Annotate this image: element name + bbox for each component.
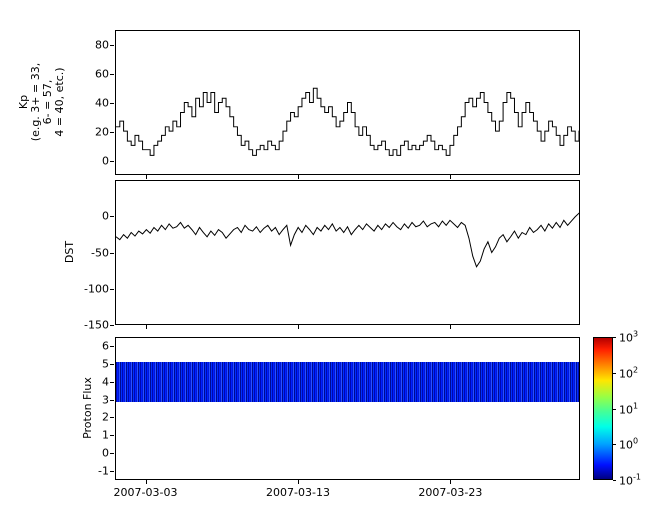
kp-y-tick-label: 80 [95, 38, 109, 51]
kp-y-tick-label: 0 [102, 154, 109, 167]
kp-axis-label-line: 4 = 40, etc.) [53, 67, 66, 137]
proton-flux-y-tick-label: 3 [102, 393, 109, 407]
kp-axis-label: Kp (e.g. 3+ = 33, 6- = 57, 4 = 40, etc.) [17, 63, 66, 141]
dst-y-tick-label: -150 [84, 318, 109, 332]
proton-flux-y-tick-mark [110, 399, 114, 401]
proton-flux-y-tick-label: 5 [102, 357, 109, 371]
colorbar-tick-label: 101 [619, 401, 639, 416]
kp-y-tick-label: 40 [95, 96, 109, 109]
kp-panel [115, 30, 580, 175]
proton-flux-y-tick-mark [110, 453, 114, 455]
proton-flux-y-tick-mark [110, 381, 114, 383]
kp-y-tick-mark [110, 160, 114, 162]
proton-flux-y-tick-label: 0 [102, 446, 109, 460]
colorbar-tick-mark [613, 408, 616, 410]
kp-y-tick-label: 20 [95, 125, 109, 138]
flux-x-tick-mark [145, 480, 147, 484]
proton-flux-y-tick-mark [110, 471, 114, 473]
kp-y-tick-label: 60 [95, 67, 109, 80]
proton-flux-y-tick-label: 2 [102, 410, 109, 424]
proton-flux-y-tick-mark [110, 363, 114, 365]
dst-y-tick-mark [110, 325, 114, 326]
proton-flux-y-tick-label: -1 [98, 464, 109, 478]
colorbar-tick-mark [613, 372, 616, 374]
dst-y-tick-mark [110, 216, 114, 218]
proton-flux-y-tick-label: 6 [102, 339, 109, 353]
dst-line-plot [116, 212, 579, 268]
proton-flux-y-tick-mark [110, 435, 114, 437]
dst-x-tick-mark [450, 325, 452, 329]
dst-y-tick-label: 0 [102, 209, 109, 223]
dst-series-line [116, 212, 579, 268]
flux-x-tick-mark [298, 480, 299, 484]
kp-x-tick-mark [298, 175, 299, 179]
proton-flux-band [116, 362, 579, 403]
x-tick-label: 2007-03-23 [418, 486, 483, 499]
colorbar-tick-label: 10-1 [619, 472, 641, 488]
x-tick-label: 2007-03-13 [266, 486, 330, 499]
dst-x-tick-mark [298, 325, 299, 329]
proton-flux-y-tick-label: 4 [102, 375, 109, 389]
colorbar-tick-mark [613, 480, 616, 481]
colorbar [593, 337, 613, 480]
dst-panel [115, 180, 580, 325]
proton-flux-y-tick-mark [110, 417, 114, 419]
colorbar-tick-mark [613, 337, 616, 338]
dst-y-tick-label: -100 [84, 282, 109, 296]
colorbar-tick-label: 102 [619, 365, 639, 381]
dst-y-tick-mark [110, 288, 114, 290]
kp-y-tick-mark [110, 73, 114, 75]
dst-x-tick-mark [145, 325, 147, 329]
kp-x-tick-mark [450, 175, 452, 179]
kp-series-line [116, 87, 579, 156]
kp-y-tick-mark [110, 44, 114, 46]
x-tick-label: 2007-03-03 [113, 486, 178, 499]
kp-y-tick-mark [110, 102, 114, 104]
proton-flux-panel [115, 337, 580, 480]
colorbar-tick-mark [613, 444, 616, 446]
dst-y-tick-label: -50 [91, 246, 109, 259]
dst-y-tick-mark [110, 252, 114, 254]
kp-step-plot [116, 87, 579, 156]
colorbar-tick-label: 100 [619, 436, 639, 452]
proton-flux-y-tick-mark [110, 345, 114, 347]
kp-x-tick-mark [145, 175, 147, 179]
colorbar-tick-label: 103 [619, 329, 639, 345]
flux-x-tick-mark [450, 480, 452, 484]
proton-flux-y-tick-label: 1 [102, 428, 109, 442]
kp-y-tick-mark [110, 131, 114, 133]
